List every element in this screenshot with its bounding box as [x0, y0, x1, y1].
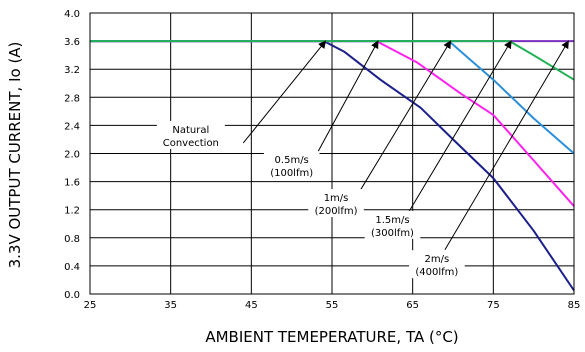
y-tick-label-7: 2.8: [64, 93, 80, 104]
y-tick-label-1: 0.4: [64, 262, 80, 273]
y-tick-label-5: 2.0: [64, 150, 80, 161]
annotation-label-1-0: 0.5m/s: [275, 155, 309, 166]
y-tick-label-3: 1.2: [64, 206, 80, 217]
annotation-bg-2: [308, 189, 364, 218]
series-line-1: [90, 40, 575, 292]
y-tick-label-2: 0.8: [64, 234, 80, 245]
x-tick-label-6: 85: [568, 300, 581, 311]
x-tick-label-5: 75: [487, 300, 500, 311]
annotation-label-2-0: 1m/s: [324, 193, 349, 204]
annotation-label-4-1: (400lfm): [415, 267, 458, 278]
x-tick-label-0: 25: [84, 300, 97, 311]
annotation-label-4-0: 2m/s: [425, 254, 450, 265]
x-tick-label-3: 55: [326, 300, 339, 311]
annotation-arrow-2: [355, 40, 452, 198]
annotation-bg-0: [156, 120, 225, 149]
y-tick-label-8: 3.2: [64, 65, 80, 76]
annotation-bg-4: [409, 250, 465, 279]
annotation-label-0-0: Natural: [172, 125, 209, 136]
x-tick-label-2: 45: [245, 300, 258, 311]
y-tick-label-6: 2.4: [64, 121, 80, 132]
y-tick-label-4: 1.6: [64, 178, 80, 189]
annotation-bg-1: [263, 151, 320, 180]
annotations-group: Natural Convection 0.5m/s (100lfm) 1m/s (200l…: [156, 40, 569, 279]
y-tick-label-9: 3.6: [64, 37, 80, 48]
y-tick-label-0: 0.0: [64, 290, 80, 301]
x-tick-label-4: 65: [406, 300, 419, 311]
x-axis-title: AMBIENT TEMEPERATURE, TA (°C): [205, 328, 458, 346]
annotation-bg-3: [364, 210, 421, 239]
y-tick-label-10: 4.0: [64, 9, 80, 20]
annotation-label-3-1: (300lfm): [371, 228, 414, 239]
y-tick-labels: 0.0 0.4 0.8 1.2 1.6 2.0 2.4 2.8 3.2 3.6 4.0: [64, 9, 80, 301]
annotation-label-0-1: Convection: [163, 138, 219, 149]
x-tick-labels: 25 35 45 55 65 75 85: [84, 300, 581, 311]
plot-area-border: [89, 12, 575, 295]
y-axis-title: 3.3V OUTPUT CURRENT, Io (A): [6, 42, 24, 269]
series-line-4: [90, 40, 575, 81]
annotation-arrow-1: [315, 40, 379, 156]
annotation-label-1-1: (100lfm): [270, 168, 313, 179]
annotation-arrow-4: [444, 40, 569, 250]
annotation-arrow-0: [242, 40, 327, 144]
x-tick-label-1: 35: [164, 300, 177, 311]
annotation-label-2-1: (200lfm): [315, 206, 358, 217]
annotation-label-3-0: 1.5m/s: [375, 215, 409, 226]
annotation-arrow-3: [404, 40, 512, 220]
